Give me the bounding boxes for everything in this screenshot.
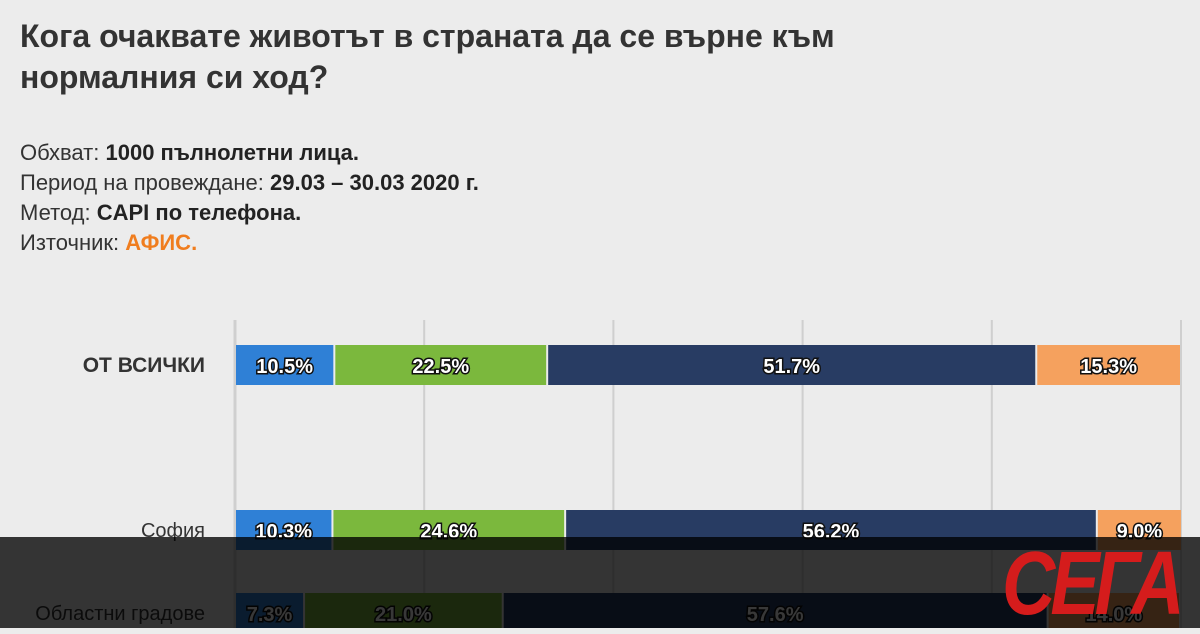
meta-coverage-label: Обхват: (20, 140, 100, 165)
data-label-0-1: 22.5% (412, 356, 469, 378)
bar-segment-0-2 (548, 345, 1036, 385)
meta-method-label: Метод: (20, 200, 91, 225)
meta-period-value: 29.03 – 30.03 2020 г. (270, 170, 479, 195)
survey-meta: Обхват: 1000 пълнолетни лица. Период на … (20, 138, 479, 258)
category-label-0: ОТ ВСИЧКИ (83, 354, 205, 377)
sega-logo: СЕГА (1002, 534, 1185, 634)
data-label-0-3: 15.3% (1080, 356, 1137, 378)
dark-overlay-band (0, 537, 1200, 628)
meta-source: Източник: АФИС. (20, 228, 479, 258)
meta-source-label: Източник: (20, 230, 120, 255)
meta-period-label: Период на провеждане: (20, 170, 264, 195)
bar-segment-0-3 (1037, 345, 1180, 385)
meta-period: Период на провеждане: 29.03 – 30.03 2020… (20, 168, 479, 198)
chart-title: Кога очаквате животът в страната да се в… (20, 18, 835, 95)
data-label-0-2: 51.7% (763, 356, 820, 378)
meta-source-value: АФИС. (125, 230, 198, 255)
meta-method: Метод: CAPI по телефона. (20, 198, 479, 228)
bar-segment-0-0 (236, 345, 334, 385)
meta-coverage: Обхват: 1000 пълнолетни лица. (20, 138, 479, 168)
data-label-0-0: 10.5% (256, 356, 313, 378)
meta-method-value: CAPI по телефона. (96, 200, 302, 225)
meta-coverage-value: 1000 пълнолетни лица. (105, 140, 360, 165)
category-label-1: София (141, 520, 205, 542)
bar-segment-0-1 (335, 345, 547, 385)
